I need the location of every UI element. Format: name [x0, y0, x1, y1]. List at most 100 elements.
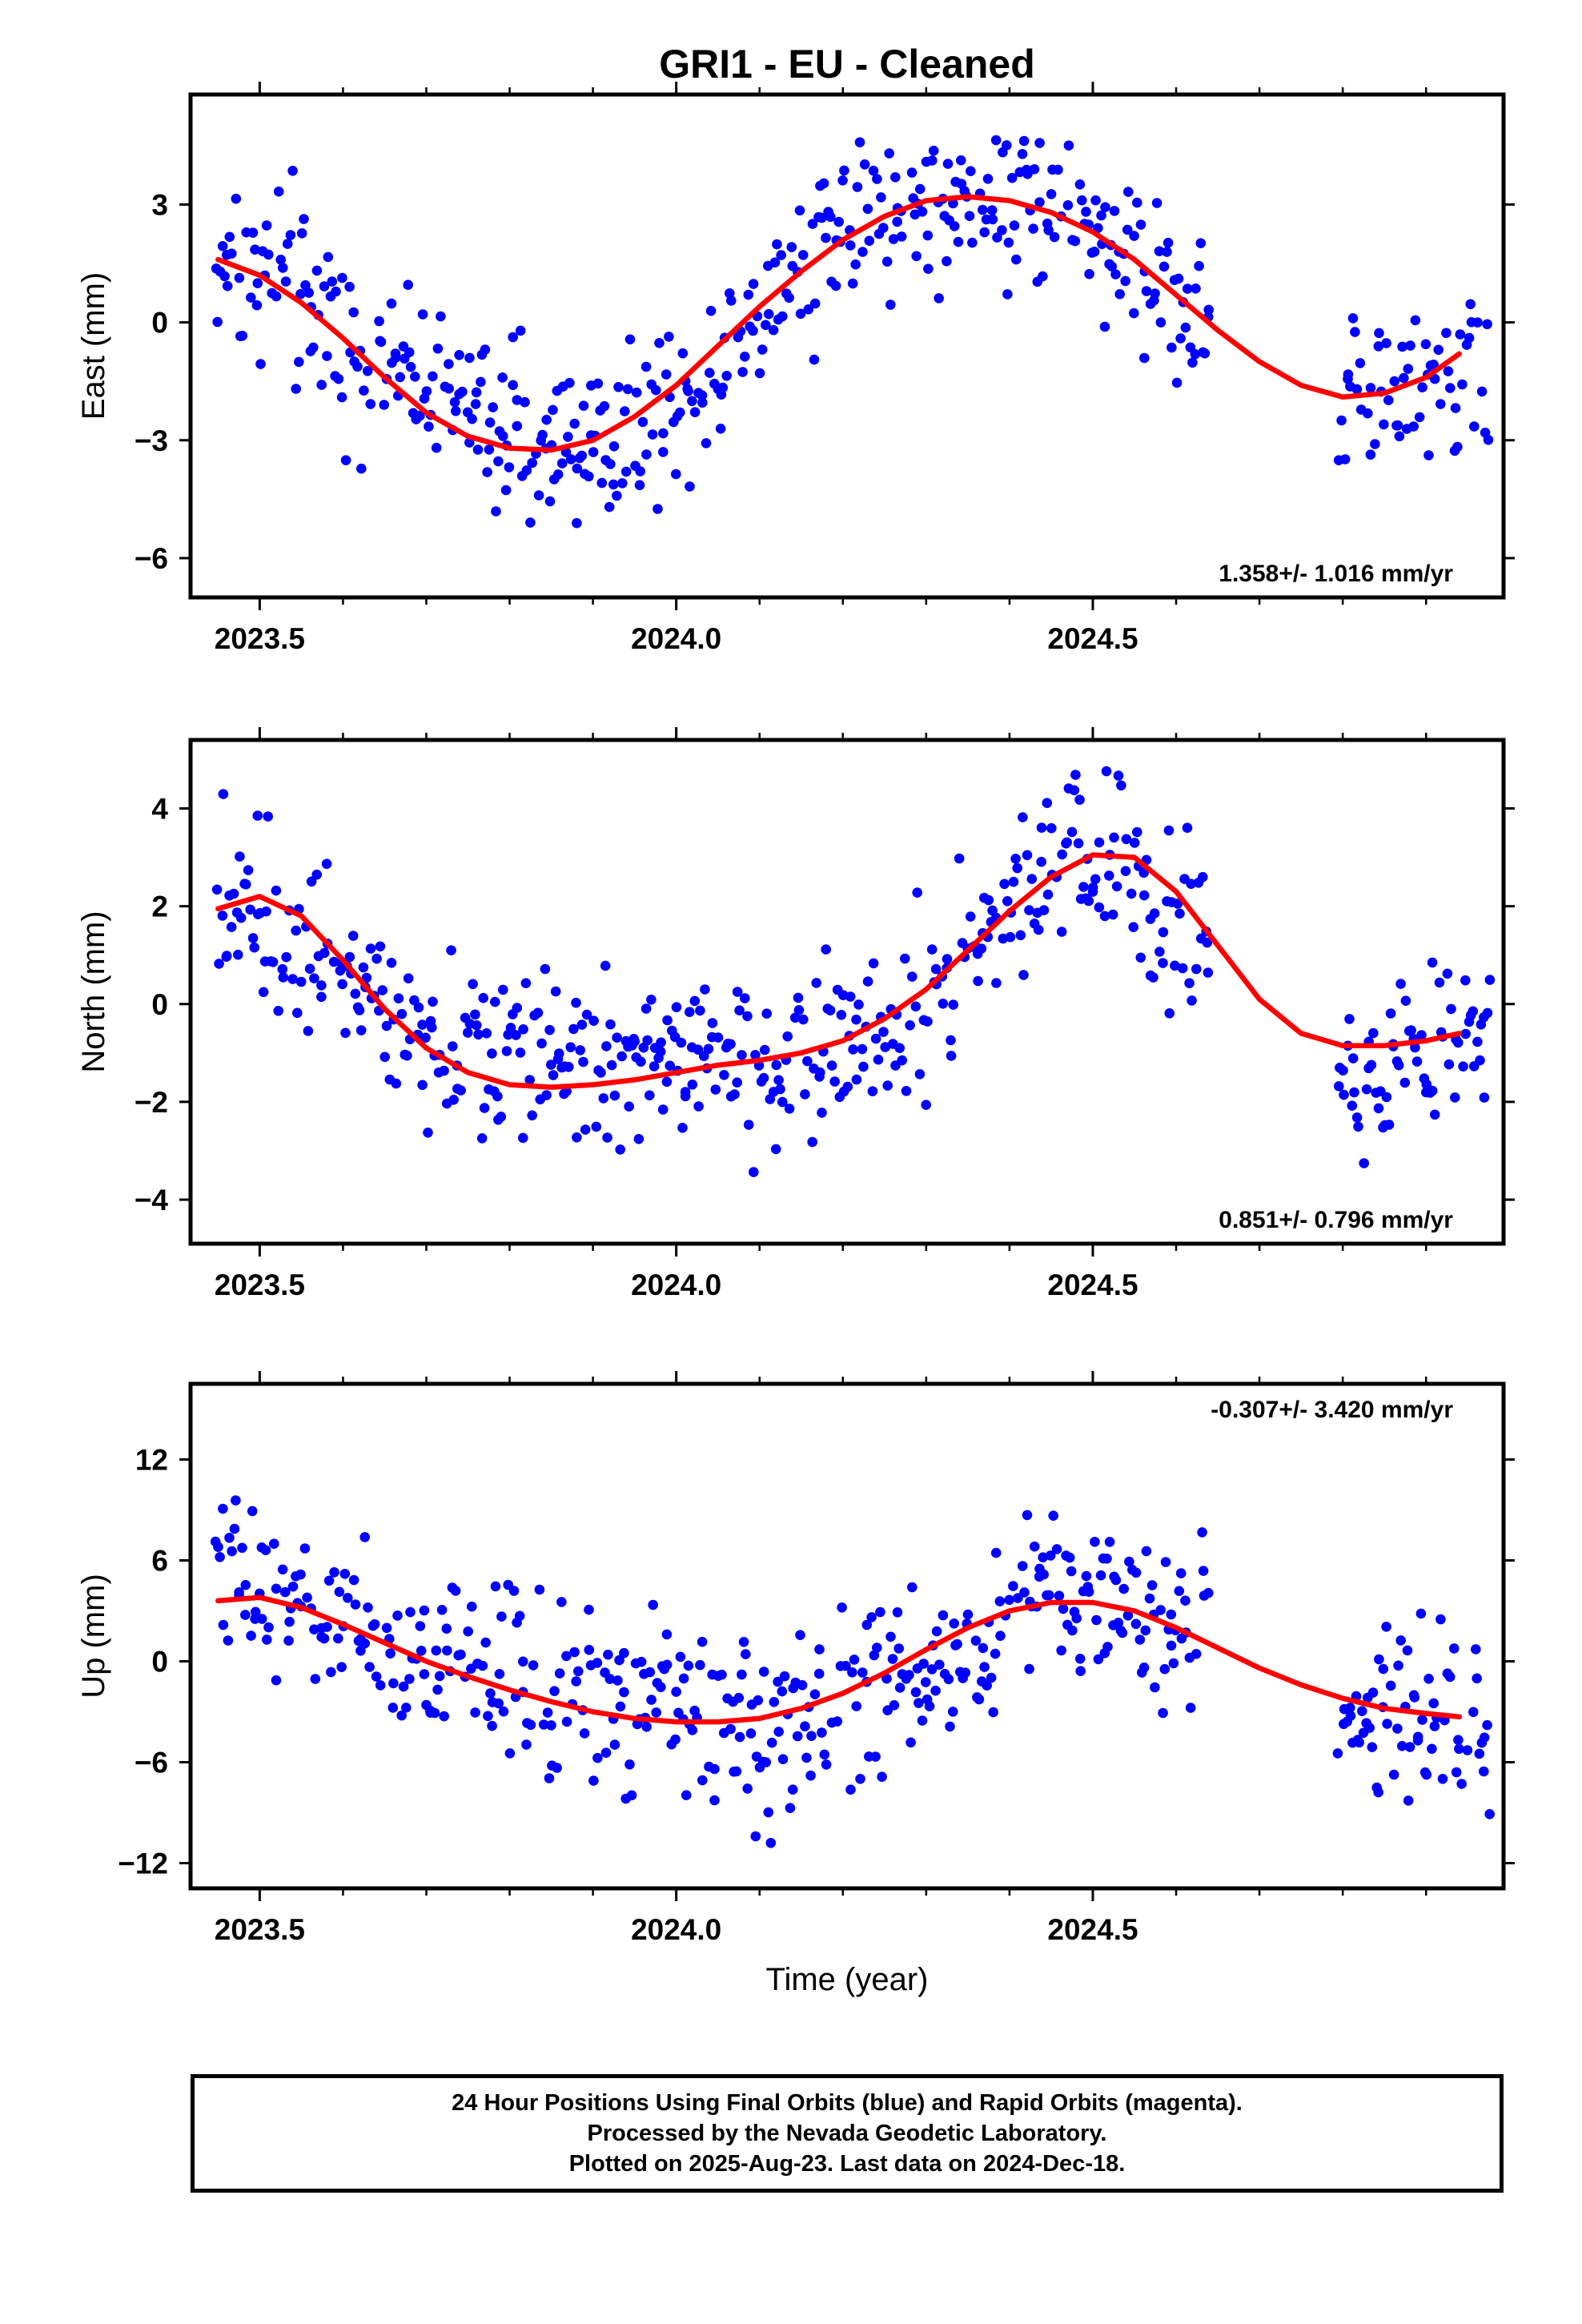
observation-point	[476, 1133, 488, 1144]
observation-point	[1347, 1053, 1359, 1063]
observation-point	[1339, 1089, 1349, 1100]
observation-point	[748, 279, 759, 289]
observation-point	[633, 1134, 644, 1144]
observation-point	[1405, 340, 1415, 351]
observation-point	[1070, 235, 1081, 247]
observation-point	[375, 336, 387, 348]
plot-frame-east	[188, 92, 1506, 600]
y-tick-label: 3	[151, 188, 168, 221]
observation-point	[887, 1654, 898, 1664]
observation-point	[417, 309, 428, 320]
observation-point	[1450, 1092, 1460, 1103]
observation-point	[1160, 1557, 1171, 1567]
observation-point	[681, 1790, 692, 1800]
observation-point	[1373, 1103, 1384, 1114]
observation-point	[420, 1032, 431, 1043]
observation-point	[892, 1607, 903, 1618]
observation-point	[391, 352, 401, 363]
observation-point	[1203, 1587, 1214, 1598]
observation-point	[485, 1688, 496, 1699]
observation-point	[271, 1583, 282, 1594]
observation-point	[612, 1032, 622, 1043]
observation-point	[271, 291, 282, 302]
observation-point	[990, 1547, 1002, 1558]
observation-point	[311, 869, 323, 880]
observation-point	[263, 1622, 274, 1633]
observation-point	[870, 1033, 881, 1044]
observation-point	[227, 248, 237, 259]
observation-point	[1064, 1552, 1075, 1563]
observation-point	[1366, 1059, 1377, 1071]
observation-point	[375, 941, 386, 952]
observation-point	[354, 1005, 365, 1015]
observation-point	[769, 1697, 780, 1707]
observation-point	[921, 1100, 931, 1110]
observation-point	[1135, 952, 1146, 963]
observation-point	[1353, 1121, 1363, 1132]
observation-point	[534, 1584, 545, 1595]
observation-point	[1479, 1092, 1490, 1103]
observation-point	[1175, 333, 1186, 344]
observation-point	[753, 1695, 764, 1706]
observation-point	[1420, 339, 1431, 350]
observation-point	[218, 789, 229, 799]
observation-point	[785, 1803, 796, 1813]
observation-point	[1094, 837, 1105, 848]
observation-point	[997, 225, 1007, 235]
observation-point	[809, 298, 821, 309]
observation-point	[999, 879, 1010, 890]
observation-point	[374, 316, 384, 327]
observation-point	[1177, 963, 1188, 974]
observation-point	[456, 1085, 466, 1096]
observation-point	[868, 165, 879, 176]
observation-point	[246, 292, 256, 303]
observation-point	[1043, 225, 1054, 235]
observation-point	[217, 911, 228, 921]
observation-point	[1452, 441, 1463, 452]
observation-point	[914, 1069, 926, 1080]
observation-point	[451, 406, 461, 416]
observation-point	[212, 316, 223, 328]
observation-point	[1453, 1735, 1464, 1745]
observation-point	[1166, 1640, 1177, 1651]
rate-label-up: -0.307+/- 3.420 mm/yr	[1211, 1397, 1453, 1423]
observation-point	[484, 444, 495, 455]
plot-frame-north	[188, 738, 1506, 1246]
observation-point	[326, 1667, 336, 1678]
observation-point	[572, 517, 582, 529]
observation-point	[480, 1637, 491, 1648]
observation-point	[579, 1728, 590, 1739]
observation-point	[634, 480, 645, 491]
observation-point	[415, 410, 425, 421]
observation-point	[601, 1041, 612, 1051]
observation-point	[1484, 975, 1496, 985]
observation-point	[757, 344, 768, 355]
observation-point	[1155, 1605, 1166, 1615]
observation-point	[1126, 888, 1137, 899]
observation-point	[818, 178, 829, 189]
observation-point	[1441, 328, 1452, 339]
observation-point	[761, 320, 771, 331]
observation-point	[900, 953, 910, 964]
observation-point	[592, 1658, 603, 1668]
observation-point	[787, 1784, 798, 1795]
observation-point	[979, 1662, 990, 1672]
observation-point	[1184, 978, 1195, 988]
observation-point	[233, 949, 243, 960]
observation-point	[421, 386, 432, 396]
observation-point	[1099, 911, 1110, 922]
observation-point	[231, 193, 242, 204]
observation-points-up	[210, 1495, 1495, 1848]
observation-point	[926, 944, 938, 955]
observation-point	[1116, 780, 1126, 791]
observation-point	[584, 471, 594, 482]
observation-point	[1110, 269, 1121, 279]
observation-point	[851, 1014, 861, 1025]
x-tick-label: 2024.0	[631, 1913, 721, 1946]
observation-point	[256, 1614, 267, 1624]
observation-point	[333, 373, 344, 384]
observation-point	[1058, 1603, 1069, 1614]
observation-point	[470, 1009, 480, 1020]
observation-point	[544, 496, 556, 507]
